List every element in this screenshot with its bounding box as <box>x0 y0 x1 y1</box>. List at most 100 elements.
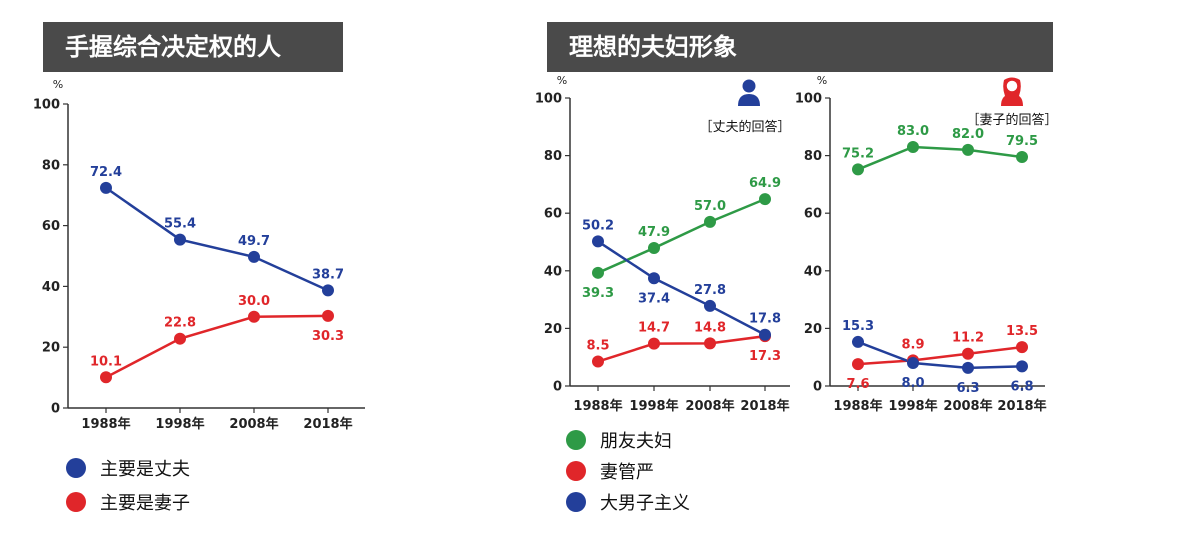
data-point <box>322 284 334 297</box>
legend-item-chauvinism: 大男子主义 <box>566 489 690 515</box>
y-tick-label: 80 <box>42 158 60 173</box>
series-line-0 <box>105 186 329 292</box>
chart-0: % 0 20 40 60 80 100 1988年 1998年 2008年 2018年 72.4 55.… <box>33 78 365 432</box>
x-tick-label: 2008年 <box>229 416 278 432</box>
data-label: 47.9 <box>638 225 670 240</box>
data-label: 6.8 <box>1010 379 1033 394</box>
data-label: 72.4 <box>90 165 122 180</box>
y-tick-label: 0 <box>51 402 60 417</box>
data-point <box>592 266 604 279</box>
data-label: 79.5 <box>1006 134 1038 149</box>
data-point <box>174 233 186 246</box>
data-point <box>1016 151 1028 164</box>
data-label: 82.0 <box>952 127 984 142</box>
respondent-label-wife: ［妻子的回答］ <box>966 112 1057 128</box>
data-label: 30.3 <box>312 329 344 344</box>
data-label: 13.5 <box>1006 324 1038 339</box>
y-tick-label: 40 <box>42 280 60 295</box>
data-point <box>592 235 604 248</box>
y-unit-label: % <box>557 74 567 87</box>
legend-dot-wife <box>66 492 86 512</box>
x-tick-label: 1988年 <box>81 416 130 432</box>
right-panel-title: 理想的夫妇形象 <box>547 22 1053 72</box>
data-point <box>1016 341 1028 354</box>
legend-label-henpecked: 妻管严 <box>600 462 654 483</box>
data-label: 57.0 <box>694 199 726 214</box>
y-unit-label: % <box>817 74 827 87</box>
data-label: 7.6 <box>846 377 869 392</box>
data-point <box>759 328 771 341</box>
legend-dot-friend-couple <box>566 430 586 450</box>
legend-dot-henpecked <box>566 461 586 481</box>
data-label: 50.2 <box>582 218 614 233</box>
data-point <box>100 181 112 194</box>
chart-2: % 0 20 40 60 80 100 1988年 1998年 2008年 2018年 75.2 83.… <box>795 74 1047 414</box>
legend-label-husband: 主要是丈夫 <box>100 459 190 480</box>
data-point <box>174 332 186 345</box>
data-label: 39.3 <box>582 286 614 301</box>
male-person-icon <box>738 79 760 106</box>
data-point <box>759 193 771 206</box>
x-tick-label: 1998年 <box>888 398 937 414</box>
data-point <box>704 299 716 312</box>
data-label: 17.8 <box>749 312 781 327</box>
data-label: 49.7 <box>238 234 270 249</box>
data-label: 11.2 <box>952 331 984 346</box>
data-label: 64.9 <box>749 176 781 191</box>
data-point <box>648 242 660 255</box>
legend-dot-chauvinism <box>566 492 586 512</box>
data-point <box>592 355 604 368</box>
data-label: 14.7 <box>638 321 670 336</box>
data-label: 8.5 <box>586 339 609 354</box>
data-point <box>248 310 260 323</box>
data-point <box>100 371 112 384</box>
x-tick-label: 1988年 <box>833 398 882 414</box>
data-point <box>907 356 919 369</box>
series-line-2 <box>857 340 1023 370</box>
data-label: 15.3 <box>842 319 874 334</box>
legend-label-friend-couple: 朋友夫妇 <box>600 431 672 452</box>
chart-1: % 0 20 40 60 80 100 1988年 1998年 2008年 2018年 39.3 47.… <box>535 74 790 414</box>
x-tick-label: 2018年 <box>740 398 789 414</box>
data-point <box>648 337 660 350</box>
y-tick-label: 40 <box>804 264 822 279</box>
data-label: 14.8 <box>694 320 726 335</box>
y-tick-label: 100 <box>795 92 822 107</box>
data-label: 10.1 <box>90 354 122 369</box>
y-unit-label: % <box>53 78 63 91</box>
series-line-0 <box>857 145 1023 171</box>
legend-item-husband: 主要是丈夫 <box>66 455 190 481</box>
data-point <box>852 163 864 176</box>
data-point <box>907 140 919 153</box>
data-label: 83.0 <box>897 124 929 139</box>
x-tick-label: 2018年 <box>303 416 352 432</box>
x-tick-label: 1998年 <box>155 416 204 432</box>
y-tick-label: 100 <box>535 92 562 107</box>
x-tick-label: 2008年 <box>943 398 992 414</box>
y-tick-label: 20 <box>804 322 822 337</box>
y-tick-label: 60 <box>42 219 60 234</box>
legend-label-chauvinism: 大男子主义 <box>600 493 690 514</box>
series-line-1 <box>857 345 1023 366</box>
data-point <box>248 250 260 263</box>
data-point <box>1016 360 1028 373</box>
data-point <box>704 337 716 350</box>
y-tick-label: 100 <box>33 98 60 113</box>
data-label: 8.0 <box>901 376 924 391</box>
data-point <box>704 215 716 228</box>
legend-item-friend-couple: 朋友夫妇 <box>566 427 672 453</box>
data-label: 17.3 <box>749 349 781 364</box>
x-tick-label: 1998年 <box>629 398 678 414</box>
data-label: 55.4 <box>164 217 196 232</box>
y-tick-label: 80 <box>544 149 562 164</box>
data-label: 22.8 <box>164 316 196 331</box>
data-label: 30.0 <box>238 294 270 309</box>
data-label: 27.8 <box>694 283 726 298</box>
left-panel-title: 手握综合决定权的人 <box>43 22 343 72</box>
legend-label-wife: 主要是妻子 <box>100 493 190 514</box>
data-point <box>648 272 660 285</box>
y-tick-label: 20 <box>544 322 562 337</box>
data-point <box>322 309 334 322</box>
y-tick-label: 60 <box>544 207 562 222</box>
